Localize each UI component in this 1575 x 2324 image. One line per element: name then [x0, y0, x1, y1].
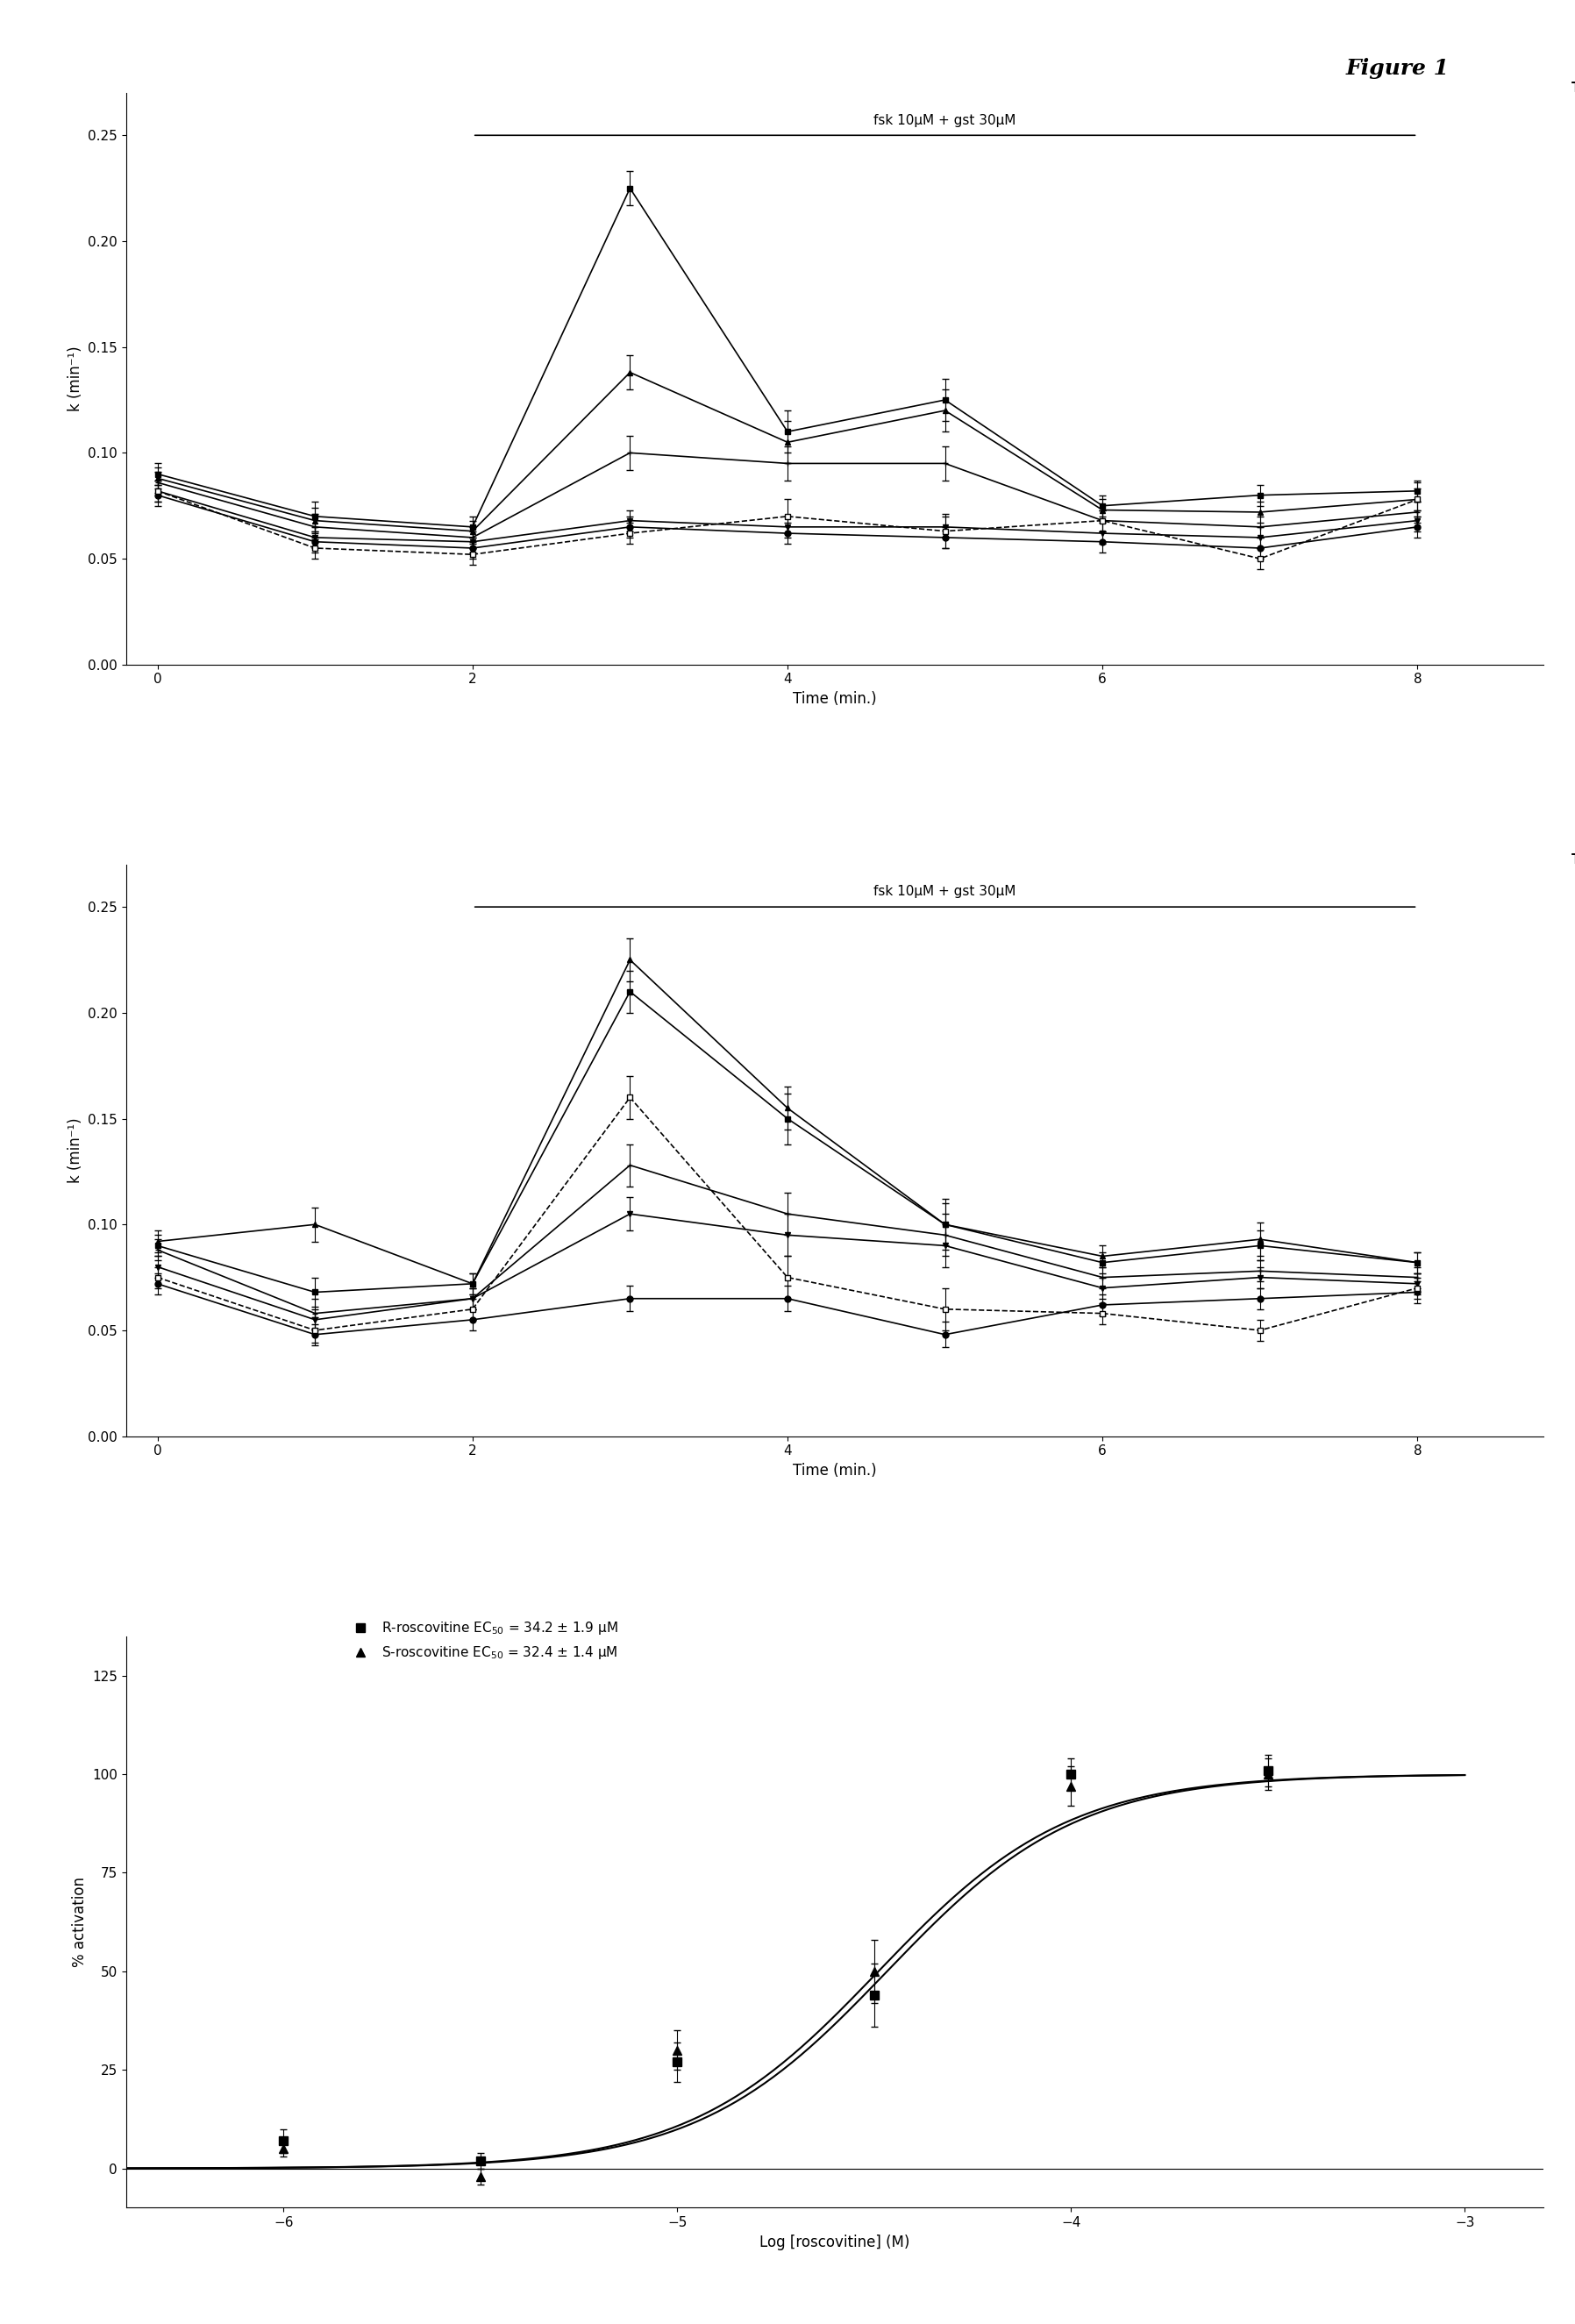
Text: Treatment 2h: Treatment 2h: [1572, 853, 1575, 867]
Text: fsk 10μM + gst 30μM: fsk 10μM + gst 30μM: [874, 114, 1016, 128]
Legend: R-roscovitine EC$_{50}$ = 34.2 ± 1.9 μM, S-roscovitine EC$_{50}$ = 32.4 ± 1.4 μM: R-roscovitine EC$_{50}$ = 34.2 ± 1.9 μM,…: [345, 1615, 624, 1666]
Y-axis label: k (min⁻¹): k (min⁻¹): [68, 346, 83, 411]
X-axis label: Time (min.): Time (min.): [792, 690, 877, 706]
X-axis label: Time (min.): Time (min.): [792, 1462, 877, 1478]
Text: fsk 10μM + gst 30μM: fsk 10μM + gst 30μM: [874, 885, 1016, 899]
X-axis label: Log [roscovitine] (M): Log [roscovitine] (M): [759, 2233, 910, 2250]
Text: Treatment 2h: Treatment 2h: [1572, 81, 1575, 95]
Y-axis label: k (min⁻¹): k (min⁻¹): [68, 1118, 83, 1183]
Text: Figure 1: Figure 1: [1345, 58, 1449, 79]
Y-axis label: % activation: % activation: [71, 1878, 87, 1966]
